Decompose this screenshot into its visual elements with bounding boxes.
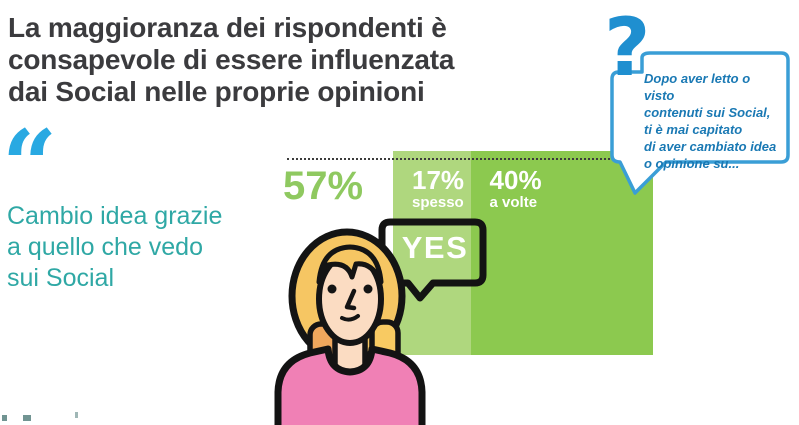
quote-line: sui Social [7, 264, 114, 292]
segment-value: 40% [489, 165, 542, 195]
question-bubble-text: Dopo aver letto o visto contenuti sui So… [644, 70, 784, 172]
bubble-line: contenuti sui Social, [644, 105, 771, 120]
bar-chart: 17% spesso 40% a volte [393, 151, 653, 355]
woman-avatar-icon [274, 228, 426, 425]
segment-label-box: 17% spesso [412, 166, 464, 211]
quote-mark-icon: “ [2, 109, 58, 222]
segment-label: spesso [412, 194, 464, 211]
page-title: La maggioranza dei rispondenti è consape… [8, 12, 498, 108]
yes-label: YES [401, 230, 469, 265]
cutoff-text-fragment [75, 412, 78, 418]
bubble-line: di aver cambiato idea [644, 139, 777, 154]
quote-line: Cambio idea grazie [7, 202, 223, 230]
segment-label-box: 40% a volte [490, 166, 542, 211]
title-line: consapevole di essere influenzata [8, 44, 455, 75]
shirt-icon [274, 345, 426, 425]
quote-line: a quello che vedo [7, 233, 203, 261]
fringe-icon [316, 244, 384, 285]
nose-icon [344, 288, 357, 311]
title-line: La maggioranza dei rispondenti è [8, 12, 447, 43]
eye-left-icon [327, 284, 337, 294]
cutoff-text-fragment [2, 415, 7, 421]
dotted-leader-line [287, 158, 634, 160]
yes-speech-bubble-icon [378, 218, 487, 302]
quote-text: Cambio idea grazie a quello che vedo sui… [7, 201, 222, 294]
segment-value: 17% [412, 165, 465, 195]
bubble-line: o opinione su... [644, 156, 740, 171]
eye-right-icon [363, 284, 373, 294]
mouth-icon [340, 314, 360, 322]
total-percentage: 57% [283, 164, 364, 208]
title-line: dai Social nelle proprie opinioni [8, 76, 425, 107]
bar-segment-spesso: 17% spesso [393, 151, 471, 355]
bar-segment-a-volte: 40% a volte [470, 151, 653, 355]
cutoff-text-fragment [23, 415, 31, 421]
question-speech-bubble-icon [610, 51, 790, 195]
segment-label: a volte [489, 194, 538, 211]
question-mark-icon: ? [604, 1, 651, 94]
bubble-line: ti è mai capitato [644, 122, 743, 137]
bubble-line: Dopo aver letto o visto [644, 71, 751, 103]
